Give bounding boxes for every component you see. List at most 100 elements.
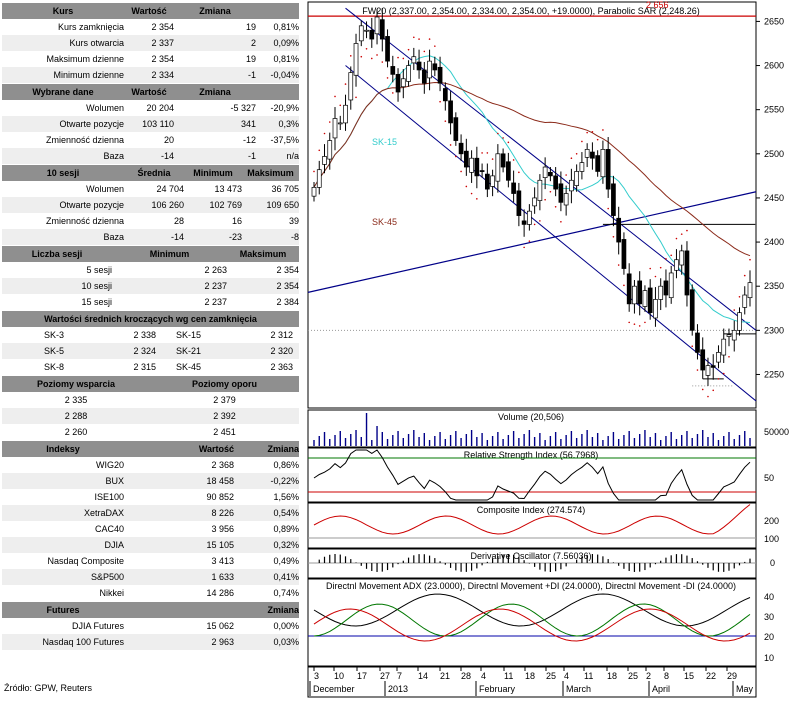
candle-body bbox=[469, 157, 474, 173]
wybrane-row: Baza -14 -1 n/a bbox=[2, 148, 299, 164]
candle-body bbox=[642, 290, 648, 307]
poziomy-cell: 2 260 bbox=[64, 427, 88, 437]
sar-dot bbox=[355, 96, 357, 99]
candle-body bbox=[563, 193, 569, 206]
sar-dot bbox=[344, 83, 347, 85]
sar-dot bbox=[470, 192, 473, 195]
candle-body bbox=[432, 63, 438, 71]
candle-body bbox=[353, 43, 359, 76]
x-axis-frame bbox=[307, 666, 757, 698]
x-tick-label: 21 bbox=[440, 671, 450, 681]
indeksy-row: XetraDAX 8 226 0,54% bbox=[2, 505, 299, 521]
y-tick-label: 2650 bbox=[764, 16, 784, 26]
indeksy-cell: 3 956 bbox=[211, 524, 234, 534]
srednie-header: Wartości średnich kroczących wg cen zamk… bbox=[2, 310, 299, 327]
sesji10-cell: 24 704 bbox=[156, 184, 184, 194]
candle-body bbox=[484, 173, 490, 190]
poziomy-cell: 2 392 bbox=[213, 411, 236, 421]
x-tick-label: 10 bbox=[334, 671, 344, 681]
candle-body bbox=[390, 66, 396, 75]
candle-body bbox=[500, 153, 506, 168]
candle-body bbox=[490, 175, 495, 187]
sar-dot bbox=[602, 129, 604, 131]
sar-dot bbox=[654, 275, 657, 278]
futures-cell: DJIA Futures bbox=[71, 621, 124, 631]
x-tick-label: 8 bbox=[664, 671, 669, 681]
sar-dot bbox=[722, 372, 725, 375]
sar-dot bbox=[591, 130, 594, 133]
sar-dot bbox=[465, 185, 468, 188]
y-tick-label: 2500 bbox=[764, 149, 784, 159]
kurs-cell: 2 354 bbox=[151, 22, 174, 32]
candle-body bbox=[605, 149, 611, 190]
y-tick-label: 2250 bbox=[764, 369, 784, 379]
candle-body bbox=[574, 171, 580, 186]
sar-dot bbox=[539, 220, 541, 222]
candle-body bbox=[674, 259, 679, 271]
liczba-cell: 2 237 bbox=[204, 281, 227, 291]
rsi-panel-title: Relative Strength Index (56.7968) bbox=[464, 450, 599, 460]
main-panel-frame bbox=[307, 1, 757, 409]
poziomy-row: 2 260 2 451 bbox=[2, 424, 299, 440]
sar-dot bbox=[575, 153, 578, 155]
wybrane-cell: 341 bbox=[240, 119, 256, 129]
candle-body bbox=[374, 16, 380, 35]
x-tick-label: 15 bbox=[684, 671, 694, 681]
sar-dot bbox=[386, 77, 389, 79]
kurs-cell: Minimum dzienne bbox=[53, 70, 124, 80]
liczba-cell: 2 354 bbox=[276, 265, 299, 275]
indeksy-cell: 8 226 bbox=[211, 508, 234, 518]
indeksy-header-cell: Wartość bbox=[198, 444, 234, 454]
sar-dot bbox=[360, 55, 363, 58]
sar-dot bbox=[728, 356, 730, 358]
candle-body bbox=[726, 334, 732, 337]
composite-panel-frame bbox=[307, 502, 757, 549]
kurs-header-cell: Wartość bbox=[131, 6, 167, 16]
sar-dot bbox=[696, 369, 699, 371]
x-tick-label: 2 bbox=[646, 671, 651, 681]
srednie-cell: SK-5 bbox=[44, 346, 65, 356]
poziomy-row: 2 335 2 379 bbox=[2, 392, 299, 408]
candle-body bbox=[511, 182, 516, 194]
wybrane-cell: -37,5% bbox=[270, 135, 299, 145]
indeksy-cell: 3 413 bbox=[211, 556, 234, 566]
candle-body bbox=[684, 250, 690, 296]
futures-cell: 2 963 bbox=[211, 637, 234, 647]
liczba-cell: 5 sesji bbox=[86, 265, 112, 275]
candle-body bbox=[621, 239, 627, 269]
sk45-line bbox=[313, 81, 751, 257]
srednie-cell: 2 363 bbox=[270, 362, 293, 372]
x-tick-label: 17 bbox=[357, 671, 367, 681]
sar-dot bbox=[717, 378, 720, 380]
x-tick-label: 7 bbox=[397, 671, 402, 681]
sar-dot bbox=[649, 267, 651, 270]
sar-dot bbox=[607, 207, 609, 210]
sar-dot bbox=[659, 266, 662, 269]
kurs-cell: -0,04% bbox=[270, 70, 299, 80]
candle-body bbox=[506, 161, 511, 181]
wybrane-cell: -14 bbox=[160, 151, 174, 161]
candle-body bbox=[327, 140, 333, 160]
wybrane-cell: -5 327 bbox=[230, 103, 256, 113]
dmi-tick: 30 bbox=[764, 612, 774, 622]
sar-dot bbox=[328, 121, 331, 123]
volume-tick: 50000 bbox=[764, 427, 789, 437]
sk15-line bbox=[313, 55, 751, 324]
sar-dot bbox=[743, 274, 746, 277]
x-tick-label: 22 bbox=[706, 671, 716, 681]
wybrane-cell: 0,3% bbox=[278, 119, 299, 129]
sar-dot bbox=[439, 100, 441, 103]
composite-line bbox=[313, 504, 751, 535]
candle-body bbox=[479, 170, 485, 172]
sar-dot bbox=[370, 57, 373, 60]
indeksy-cell: BUX bbox=[105, 476, 124, 486]
sesji10-cell: Baza bbox=[103, 232, 124, 242]
srednie-cell: 2 324 bbox=[133, 346, 156, 356]
channel-lower-line bbox=[345, 65, 757, 402]
srednie-cell: 2 312 bbox=[270, 330, 293, 340]
sar-dot bbox=[586, 131, 588, 134]
indeksy-cell: DJIA bbox=[104, 540, 124, 550]
y-tick-label: 2450 bbox=[764, 193, 784, 203]
candle-body bbox=[710, 365, 716, 368]
candle-body bbox=[442, 88, 448, 102]
